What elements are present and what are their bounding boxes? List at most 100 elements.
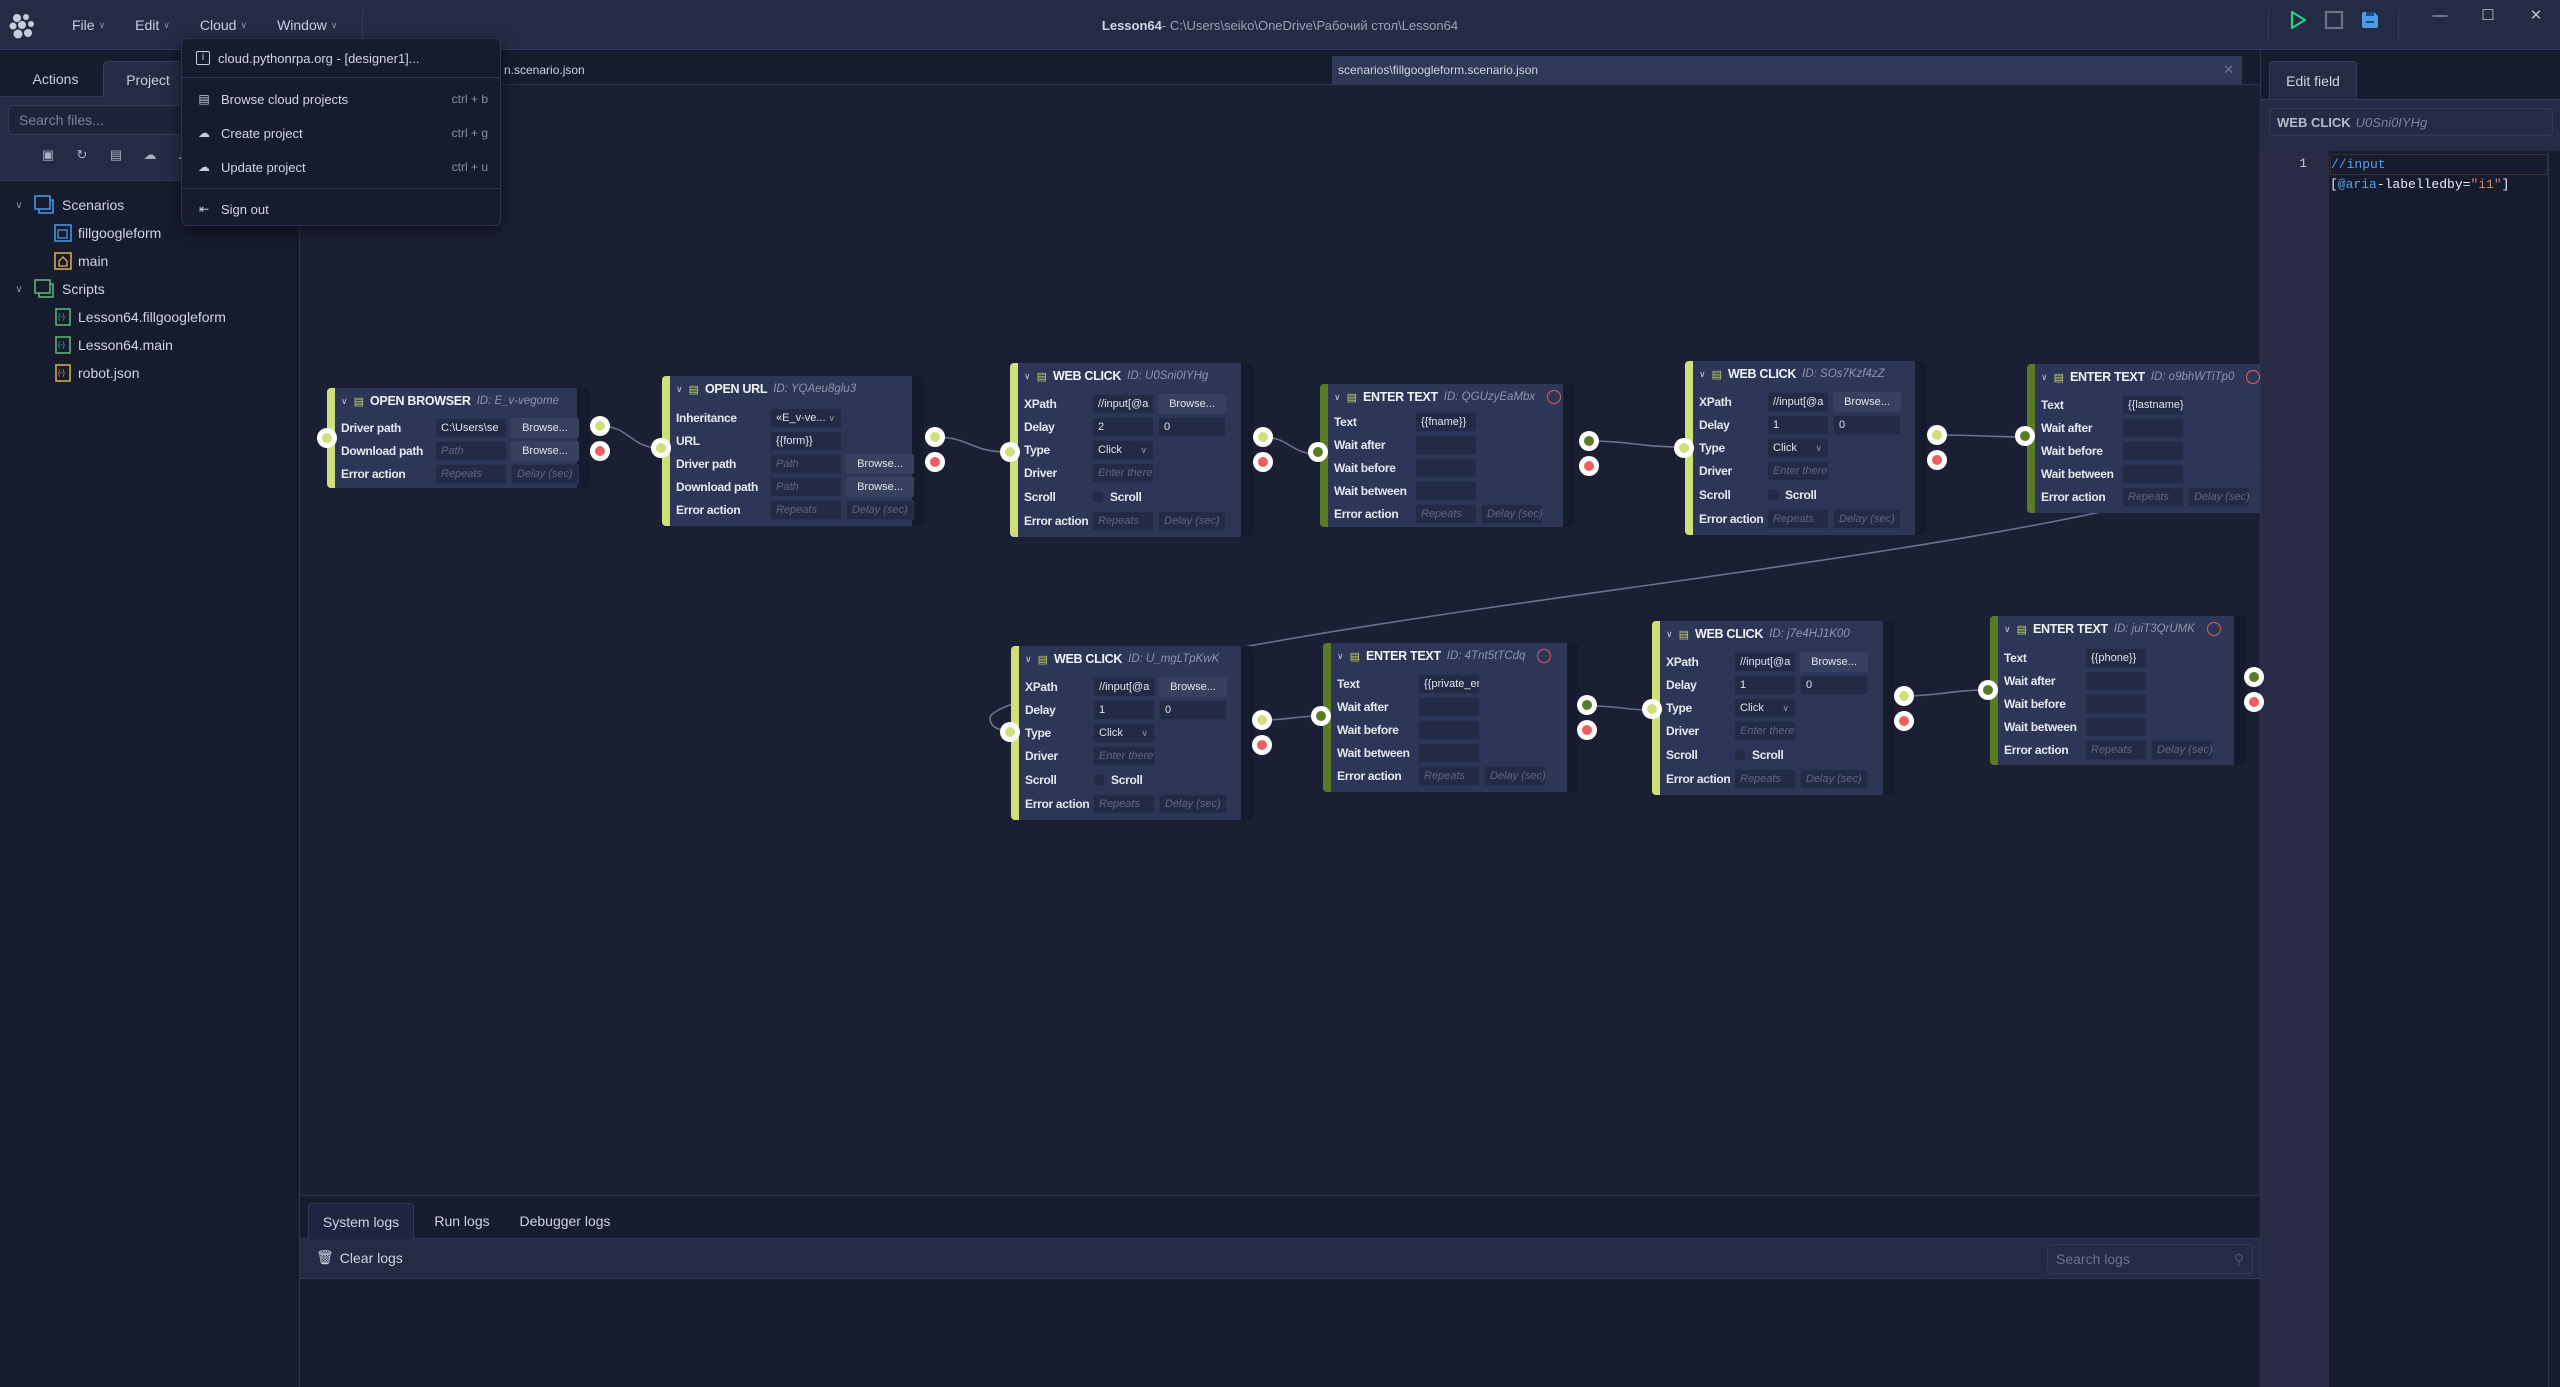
collapse-chevron-icon[interactable]: ∨ — [1337, 650, 1344, 661]
type-select[interactable]: Click — [1734, 698, 1796, 718]
list-window-icon[interactable]: ▤ — [109, 147, 123, 162]
error-port[interactable] — [925, 452, 945, 472]
wait-between-input[interactable] — [2122, 464, 2184, 484]
delay-input[interactable]: 2 — [1092, 417, 1154, 437]
error-port[interactable] — [590, 441, 610, 461]
tab-actions[interactable]: Actions — [32, 71, 79, 87]
tab-project[interactable]: Project — [103, 61, 193, 97]
tab-edit-field[interactable]: Edit field — [2269, 61, 2357, 99]
comment-icon[interactable]: ▤ — [1346, 391, 1357, 404]
driver-path-input[interactable]: Path — [770, 454, 842, 474]
menu-item-update-project[interactable]: ☁ Update project ctrl + u — [182, 152, 500, 182]
error-port[interactable] — [1253, 452, 1273, 472]
tree-item-main[interactable]: main — [0, 247, 300, 275]
error-port[interactable] — [1927, 450, 1947, 470]
success-port[interactable] — [1252, 710, 1272, 730]
node-enter-text[interactable]: ∨ ▤ ENTER TEXT ID: QGUzyEaMbx Text {{fname}… — [1320, 384, 1575, 527]
refresh-icon[interactable]: ↻ — [76, 147, 88, 162]
menu-cloud[interactable]: Cloud ∨ — [199, 17, 248, 33]
success-port[interactable] — [2244, 667, 2264, 687]
success-port[interactable] — [1577, 695, 1597, 715]
xpath-input[interactable]: //input[@a — [1767, 392, 1829, 412]
input-port[interactable] — [1642, 699, 1662, 719]
wait-before-input[interactable] — [1415, 458, 1477, 478]
browse-button[interactable]: Browse... — [511, 418, 579, 438]
error-repeats-input[interactable]: Repeats — [1418, 766, 1480, 786]
close-tab-icon[interactable]: ✕ — [2223, 62, 2234, 77]
collapse-chevron-icon[interactable]: ∨ — [1699, 368, 1706, 379]
error-port[interactable] — [1894, 711, 1914, 731]
code-editor[interactable]: //input [@aria-labelledby="i1"] — [2329, 151, 2560, 1387]
input-port[interactable] — [1978, 680, 1998, 700]
delay-after-input[interactable]: 0 — [1159, 700, 1227, 720]
driver-input[interactable]: Enter there — [1767, 461, 1829, 481]
node-web-click[interactable]: ∨ ▤ WEB CLICK ID: U_mgLTpKwK XPath //input[… — [1011, 646, 1253, 820]
error-repeats-input[interactable]: Repeats — [1093, 794, 1155, 814]
error-repeats-input[interactable]: Repeats — [1415, 504, 1477, 524]
wait-between-input[interactable] — [1415, 481, 1477, 501]
project-settings-icon[interactable]: ▣ — [41, 147, 55, 162]
browse-button[interactable]: Browse... — [511, 441, 579, 461]
error-repeats-input[interactable]: Repeats — [2122, 487, 2184, 507]
tab-system-logs[interactable]: System logs — [308, 1203, 414, 1239]
browse-button[interactable]: Browse... — [1833, 392, 1901, 412]
node-open-url[interactable]: ∨ ▤ OPEN URL ID: YQAeu8glu3 Inheritance «E_… — [662, 376, 924, 526]
clear-logs-button[interactable]: 🗑 Clear logs — [316, 1249, 403, 1266]
collapse-chevron-icon[interactable]: ∨ — [1666, 628, 1673, 639]
type-select[interactable]: Click — [1092, 440, 1154, 460]
xpath-input[interactable]: //input[@a — [1093, 677, 1155, 697]
cloud-account-item[interactable]: i cloud.pythonrpa.org - [designer1]... — [182, 43, 500, 73]
wait-after-input[interactable] — [1415, 435, 1477, 455]
delay-after-input[interactable]: 0 — [1158, 417, 1226, 437]
comment-icon[interactable]: ▤ — [1711, 368, 1722, 381]
editor-scrollbar[interactable] — [2548, 151, 2560, 1387]
editor-tab-active[interactable]: scenarios\fillgoogleform.scenario.json ✕ — [1332, 56, 2242, 84]
error-port[interactable] — [1577, 720, 1597, 740]
text-input[interactable]: {{fname}} — [1415, 412, 1477, 432]
error-delay-input[interactable]: Delay (sec) — [2188, 487, 2250, 507]
delay-after-input[interactable]: 0 — [1833, 415, 1901, 435]
error-delay-input[interactable]: Delay (sec) — [1159, 794, 1227, 814]
input-port[interactable] — [1311, 706, 1331, 726]
type-select[interactable]: Click — [1767, 438, 1829, 458]
error-port[interactable] — [1252, 735, 1272, 755]
error-delay-input[interactable]: Delay (sec) — [1833, 509, 1901, 529]
wait-between-input[interactable] — [1418, 743, 1480, 763]
collapse-chevron-icon[interactable]: ∨ — [1334, 391, 1341, 402]
success-port[interactable] — [1579, 431, 1599, 451]
tree-folder-scenarios[interactable]: ∨ Scenarios — [0, 191, 300, 219]
menu-item-create-project[interactable]: ☁ Create project ctrl + g — [182, 118, 500, 148]
delay-input[interactable]: 1 — [1093, 700, 1155, 720]
scroll-checkbox[interactable] — [1093, 774, 1105, 786]
error-repeats-input[interactable]: Repeats — [1092, 511, 1154, 531]
cloud-upload-icon[interactable]: ☁ — [143, 147, 157, 162]
download-path-input[interactable]: Path — [435, 441, 507, 461]
type-select[interactable]: Click — [1093, 723, 1155, 743]
menu-item-sign-out[interactable]: ⇤ Sign out — [182, 194, 500, 224]
error-repeats-input[interactable]: Repeats — [1767, 509, 1829, 529]
node-web-click[interactable]: ∨ ▤ WEB CLICK ID: j7e4HJ1K00 XPath //input[… — [1652, 621, 1895, 795]
delay-after-input[interactable]: 0 — [1800, 675, 1868, 695]
close-window-button[interactable]: ✕ — [2529, 7, 2543, 24]
comment-icon[interactable]: ▤ — [1036, 370, 1047, 383]
node-enter-text[interactable]: ∨ ▤ ENTER TEXT ID: 4Tnt5tTCdq Text {{privat… — [1323, 643, 1579, 792]
driver-input[interactable]: Enter there — [1092, 463, 1154, 483]
success-port[interactable] — [590, 416, 610, 436]
error-repeats-input[interactable]: Repeats — [435, 464, 507, 484]
wait-before-input[interactable] — [1418, 720, 1480, 740]
error-delay-input[interactable]: Delay (sec) — [1484, 766, 1546, 786]
input-port[interactable] — [1308, 442, 1328, 462]
error-port[interactable] — [2244, 692, 2264, 712]
delay-input[interactable]: 1 — [1734, 675, 1796, 695]
error-delay-input[interactable]: Delay (sec) — [846, 500, 914, 520]
comment-icon[interactable]: ▤ — [1037, 653, 1048, 666]
success-port[interactable] — [925, 427, 945, 447]
error-repeats-input[interactable]: Repeats — [2085, 740, 2147, 760]
save-icon[interactable] — [2360, 10, 2380, 30]
node-open-browser[interactable]: ∨ ▤ OPEN BROWSER ID: E_v-vegome Driver path… — [327, 388, 589, 488]
tab-debugger-logs[interactable]: Debugger logs — [519, 1213, 611, 1229]
minimize-button[interactable]: — — [2432, 6, 2448, 24]
play-icon[interactable] — [2288, 10, 2308, 30]
url-input[interactable]: {{form}} — [770, 431, 842, 451]
wait-before-input[interactable] — [2122, 441, 2184, 461]
